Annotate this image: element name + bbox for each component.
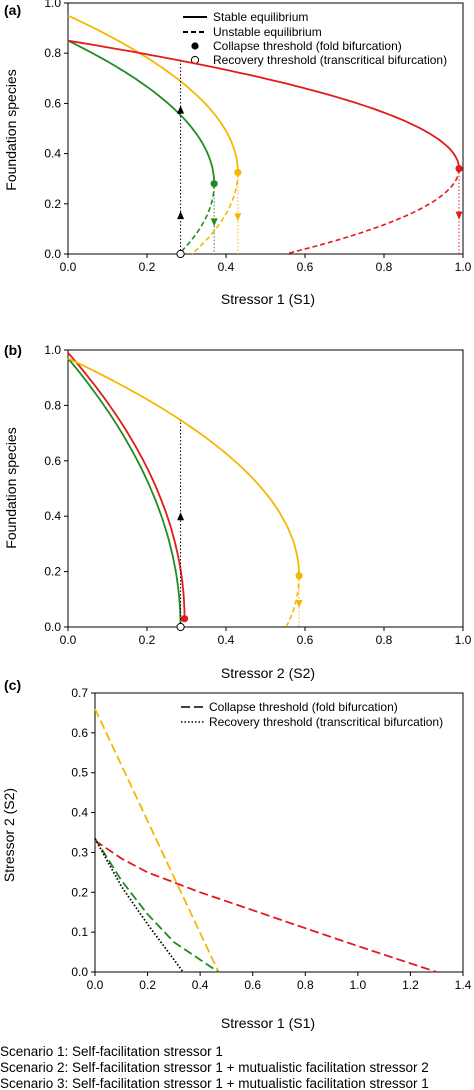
x-tick-label-a: 0.6 [297, 260, 314, 274]
x-tick-label-c: 0.4 [192, 978, 209, 992]
xlabel-a: Stressor 1 (S1) [221, 291, 315, 307]
y-tick-label-b: 0.2 [44, 565, 61, 579]
recovery-arrow-a [177, 105, 185, 114]
x-tick-label-a: 1.0 [455, 260, 472, 274]
y-tick-label-a: 0.4 [44, 147, 61, 161]
plot-frame-b [67, 349, 464, 628]
scenario-2-label: Scenario 2: Self-facilitation stressor 1… [0, 1060, 429, 1075]
x-tick-label-b: 0.8 [376, 633, 393, 647]
unstable-branch-red-a [285, 168, 460, 255]
y-tick-label-c: 0.2 [71, 885, 88, 899]
collapse-arrow-red-a [455, 211, 463, 220]
collapse-point-green-a [210, 180, 218, 188]
x-tick-label-b: 0.6 [297, 633, 314, 647]
xlabel-b: Stressor 2 (S2) [221, 665, 315, 681]
legend-stable-label: Stable equilibrium [213, 10, 308, 24]
unstable-branch-yellow-a [191, 172, 239, 255]
collapse-arrow-green-a [210, 218, 218, 227]
collapse-arrow-yellow-b [295, 599, 303, 608]
y-tick-label-c: 0.6 [71, 726, 88, 740]
y-tick-label-b: 0.4 [44, 509, 61, 523]
x-tick-label-c: 0.2 [139, 978, 156, 992]
plot-frame-a [67, 2, 464, 255]
collapse-point-yellow-b [295, 572, 303, 580]
stable-branch-green-a [67, 39, 216, 184]
x-tick-label-b: 0.0 [60, 633, 77, 647]
y-tick-label-c: 0.1 [71, 925, 88, 939]
x-tick-label-b: 1.0 [455, 633, 472, 647]
collapse-threshold-green-c [94, 838, 220, 973]
x-tick-label-b: 0.2 [139, 633, 156, 647]
y-tick-label-b: 0.8 [44, 398, 61, 412]
collapse-threshold-yellow-c [94, 708, 220, 973]
x-tick-label-a: 0.2 [139, 260, 156, 274]
x-tick-label-c: 1.2 [402, 978, 419, 992]
xlabel-c: Stressor 1 (S1) [221, 1015, 315, 1031]
stable-branch-red-a [67, 39, 460, 169]
x-tick-label-c: 0.8 [297, 978, 314, 992]
ylabel-a: Foundation species [3, 69, 19, 190]
y-tick-label-a: 0.6 [44, 96, 61, 110]
collapse-arrow-yellow-a [234, 213, 242, 222]
panel-label-b: (b) [4, 342, 22, 358]
panel-label-a: (a) [4, 2, 21, 18]
y-tick-label-c: 0.7 [71, 686, 88, 700]
legend-unstable-label: Unstable equilibrium [213, 25, 322, 39]
y-tick-label-c: 0.0 [71, 965, 88, 979]
x-tick-label-a: 0.0 [60, 260, 77, 274]
stable-branch-green-b [67, 357, 182, 628]
collapse-point-red-b [180, 615, 189, 623]
y-tick-label-b: 0.0 [44, 620, 61, 634]
legend-c: Collapse threshold (fold bifurcation) Re… [181, 700, 443, 729]
x-tick-label-c: 1.4 [455, 978, 472, 992]
collapse-point-red-a [455, 165, 463, 173]
scenario-3-label: Scenario 3: Self-facilitation stressor 1… [0, 1076, 429, 1090]
x-tick-label-a: 0.8 [376, 260, 393, 274]
y-tick-label-b: 0.6 [44, 454, 61, 468]
recovery-threshold-black-c [94, 838, 184, 973]
legend-c-recovery-label: Recovery threshold (transcritical bifurc… [209, 715, 443, 729]
x-tick-label-b: 0.4 [218, 633, 235, 647]
stable-branch-yellow-a [67, 14, 239, 173]
y-tick-label-a: 0.0 [44, 247, 61, 261]
legend-recovery-label: Recovery threshold (transcritical bifurc… [213, 53, 447, 67]
y-tick-label-a: 0.8 [44, 46, 61, 60]
scenario-1-label: Scenario 1: Self-facilitation stressor 1 [0, 1044, 223, 1059]
legend-a: Stable equilibrium Unstable equilibrium … [183, 10, 447, 67]
y-tick-label-a: 0.2 [44, 197, 61, 211]
unstable-branch-yellow-b [285, 575, 300, 628]
x-tick-label-c: 1.0 [350, 978, 367, 992]
recovery-point-a [176, 249, 185, 259]
legend-collapse-marker [191, 42, 199, 50]
x-tick-label-c: 0.6 [244, 978, 261, 992]
x-tick-label-c: 0.0 [87, 978, 104, 992]
y-tick-label-a: 1.0 [44, 0, 61, 10]
stable-branch-red-b [67, 352, 186, 619]
collapse-point-yellow-a [234, 168, 242, 177]
collapse-threshold-red-c [94, 839, 437, 973]
y-tick-label-b: 1.0 [44, 343, 61, 357]
y-tick-label-c: 0.4 [71, 806, 88, 820]
x-tick-label-a: 0.4 [218, 260, 235, 274]
unstable-branch-green-a [178, 183, 215, 255]
stable-branch-yellow-b [67, 357, 300, 576]
recovery-arrow-b [177, 512, 185, 521]
ylabel-b: Foundation species [3, 427, 19, 548]
legend-c-collapse-label: Collapse threshold (fold bifurcation) [209, 700, 398, 714]
legend-collapse-label: Collapse threshold (fold bifurcation) [213, 39, 402, 53]
y-tick-label-c: 0.3 [71, 845, 88, 859]
y-tick-label-c: 0.5 [71, 766, 88, 780]
recovery-arrow-a [177, 211, 185, 220]
plot-frame-c [94, 692, 464, 973]
ylabel-c: Stressor 2 (S2) [1, 788, 17, 882]
panel-label-c: (c) [4, 677, 21, 693]
recovery-point-b [176, 622, 185, 632]
